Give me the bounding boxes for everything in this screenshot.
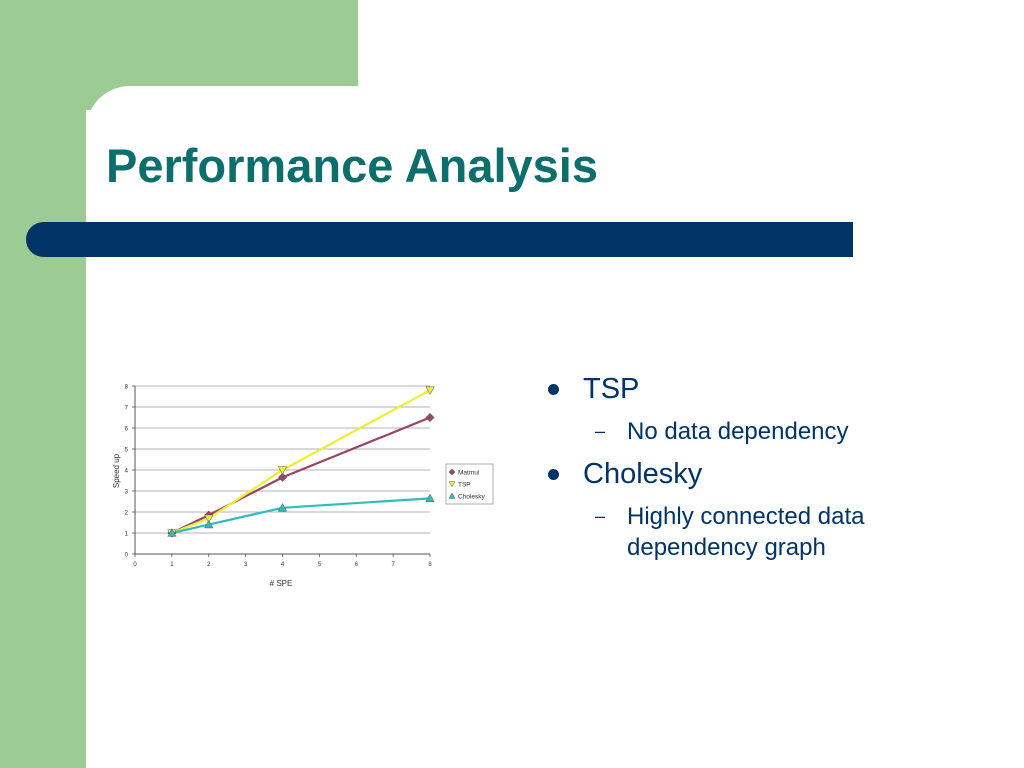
bullet-text: Cholesky [583,458,703,490]
legend-label-cholesky: Cholesky [458,494,485,501]
sub-bullet-text: Highly connected data dependency graph [627,503,865,561]
data-point-matmul [277,472,288,482]
series-line-cholesky [171,497,431,535]
data-point-tsp [425,386,435,395]
sub-bullet-item: – Highly connected data dependency graph [545,501,985,563]
bullet-dot-icon [548,384,559,395]
x-tick-label: 4 [281,562,285,568]
data-point-cholesky [277,503,288,512]
series-line-tsp [171,389,431,535]
x-tick-label: 6 [355,562,359,568]
x-tick-label: 2 [207,562,211,568]
x-axis-label: # SPE [270,579,293,588]
legend-marker-cholesky [448,492,456,499]
bullet-list: TSP – No data dependency Cholesky – High… [545,372,985,573]
x-tick-label: 5 [318,562,322,568]
y-tick-label: 2 [125,511,129,517]
speedup-chart: 0 1 2 3 4 5 6 7 8 0 1 2 3 4 5 6 7 8 Matmul TSP Cholesky # S… [112,385,494,588]
y-tick-label: 3 [125,490,129,496]
y-tick-label: 8 [125,385,129,391]
bullet-item-cholesky: Cholesky [545,457,985,491]
x-tick-label: 0 [133,562,137,568]
slide-title: Performance Analysis [106,139,598,192]
data-point-cholesky [204,519,214,529]
legend-label-tsp: TSP [458,482,471,489]
y-tick-label: 6 [125,427,129,433]
chart-axes: 0 1 2 3 4 5 6 7 8 0 1 2 3 4 5 6 7 8 [125,385,433,569]
chart-legend: Matmul TSP Cholesky [445,463,494,505]
y-tick-label: 5 [125,448,129,454]
data-point-tsp [277,466,288,475]
legend-marker-tsp [448,481,456,488]
legend-marker-matmul [448,468,456,476]
y-tick-label: 1 [125,532,129,538]
title-accent-bar [26,222,853,257]
data-point-cholesky [167,528,177,537]
dash-icon: – [595,421,606,441]
chart-series [167,386,435,538]
y-axis-label: Speed up [112,453,121,488]
bullet-dot-icon [548,469,559,480]
data-point-matmul [425,412,435,423]
chart-grid [135,385,430,534]
background-green-strip [0,0,86,768]
y-tick-label: 7 [125,406,129,412]
x-tick-label: 7 [391,562,395,568]
legend-label-matmul: Matmul [458,470,480,477]
sub-bullet-text: No data dependency [627,418,849,445]
sub-bullet-item: – No data dependency [545,416,985,447]
x-tick-label: 3 [244,562,248,568]
bullet-text: TSP [583,373,640,405]
content-panel [86,86,1024,768]
dash-icon: – [595,506,606,526]
y-tick-label: 4 [125,469,129,475]
bullet-item-tsp: TSP [545,372,985,406]
y-tick-label: 0 [125,553,129,559]
x-tick-label: 1 [170,562,174,568]
x-tick-label: 8 [428,562,432,568]
data-point-cholesky [425,493,435,502]
data-point-tsp [204,514,214,524]
series-line-matmul [171,416,431,534]
